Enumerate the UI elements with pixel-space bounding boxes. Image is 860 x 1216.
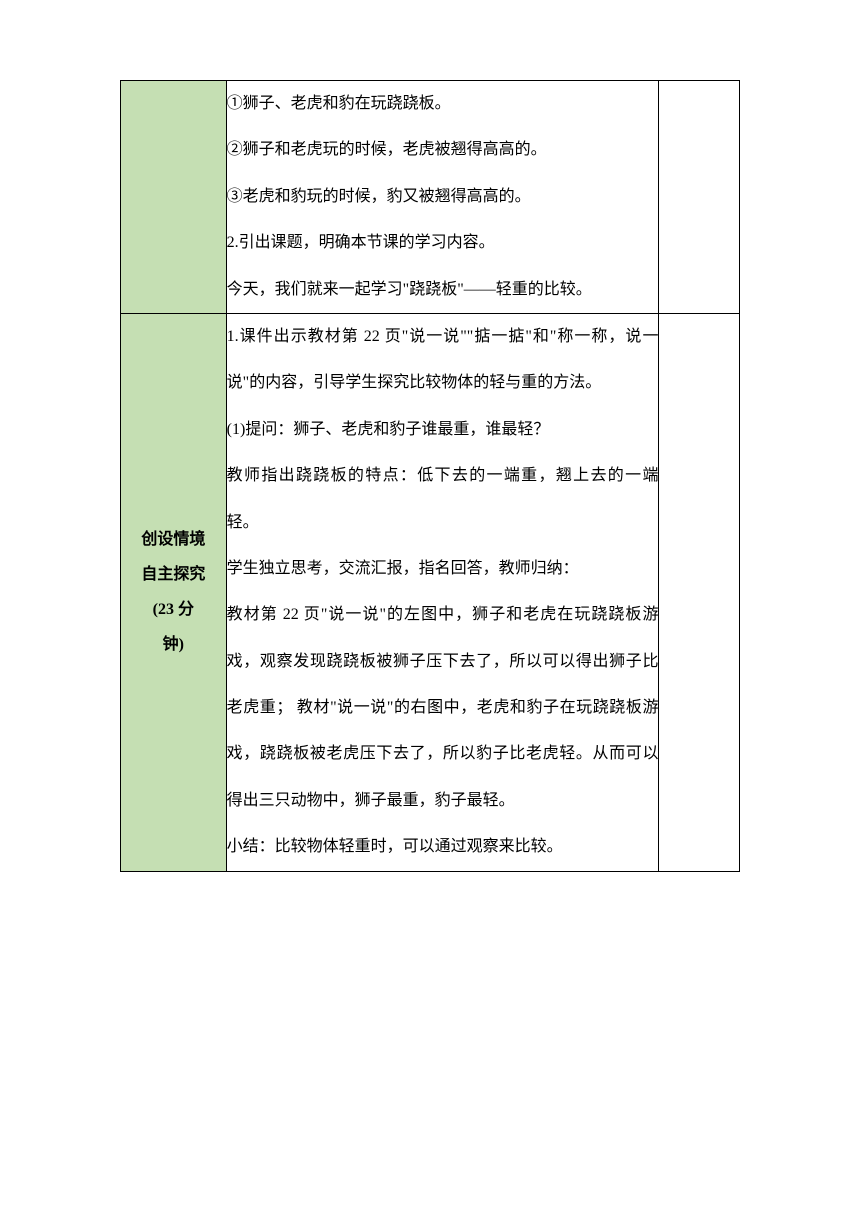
table-row: ①狮子、老虎和豹在玩跷跷板。 ②狮子和老虎玩的时候，老虎被翘得高高的。 ③老虎和… <box>121 81 740 314</box>
notes-cell-1 <box>659 313 740 871</box>
lesson-plan-table: ①狮子、老虎和豹在玩跷跷板。 ②狮子和老虎玩的时候，老虎被翘得高高的。 ③老虎和… <box>120 80 740 872</box>
content-line: ①狮子、老虎和豹在玩跷跷板。 <box>227 81 659 127</box>
content-line: 教材第 22 页"说一说"的左图中，狮子和老虎在玩跷跷板游戏，观察发现跷跷板被狮… <box>227 592 659 824</box>
content-cell-1: 1.课件出示教材第 22 页"说一说""掂一掂"和"称一称，说一说"的内容，引导… <box>226 313 659 871</box>
content-cell-0: ①狮子、老虎和豹在玩跷跷板。 ②狮子和老虎玩的时候，老虎被翘得高高的。 ③老虎和… <box>226 81 659 314</box>
stage-cell-0 <box>121 81 227 314</box>
content-line: ②狮子和老虎玩的时候，老虎被翘得高高的。 <box>227 127 659 173</box>
table-body: ①狮子、老虎和豹在玩跷跷板。 ②狮子和老虎玩的时候，老虎被翘得高高的。 ③老虎和… <box>121 81 740 872</box>
content-line: 今天，我们就来一起学习"跷跷板"——轻重的比较。 <box>227 267 659 313</box>
stage-label-line: 创设情境 <box>121 522 226 557</box>
stage-label-line: 自主探究 <box>121 557 226 592</box>
stage-label-line: (23 分 <box>121 592 226 627</box>
stage-label-line: 钟) <box>121 627 226 662</box>
notes-cell-0 <box>659 81 740 314</box>
content-line: 2.引出课题，明确本节课的学习内容。 <box>227 220 659 266</box>
content-line: 教师指出跷跷板的特点：低下去的一端重，翘上去的一端轻。 <box>227 453 659 546</box>
table-row: 创设情境 自主探究 (23 分 钟) 1.课件出示教材第 22 页"说一说""掂… <box>121 313 740 871</box>
content-line: 小结：比较物体轻重时，可以通过观察来比较。 <box>227 824 659 870</box>
content-line: (1)提问：狮子、老虎和豹子谁最重，谁最轻？ <box>227 407 659 453</box>
content-line: 1.课件出示教材第 22 页"说一说""掂一掂"和"称一称，说一说"的内容，引导… <box>227 314 659 407</box>
content-line: 学生独立思考，交流汇报，指名回答，教师归纳： <box>227 546 659 592</box>
content-line: ③老虎和豹玩的时候，豹又被翘得高高的。 <box>227 174 659 220</box>
stage-cell-1: 创设情境 自主探究 (23 分 钟) <box>121 313 227 871</box>
